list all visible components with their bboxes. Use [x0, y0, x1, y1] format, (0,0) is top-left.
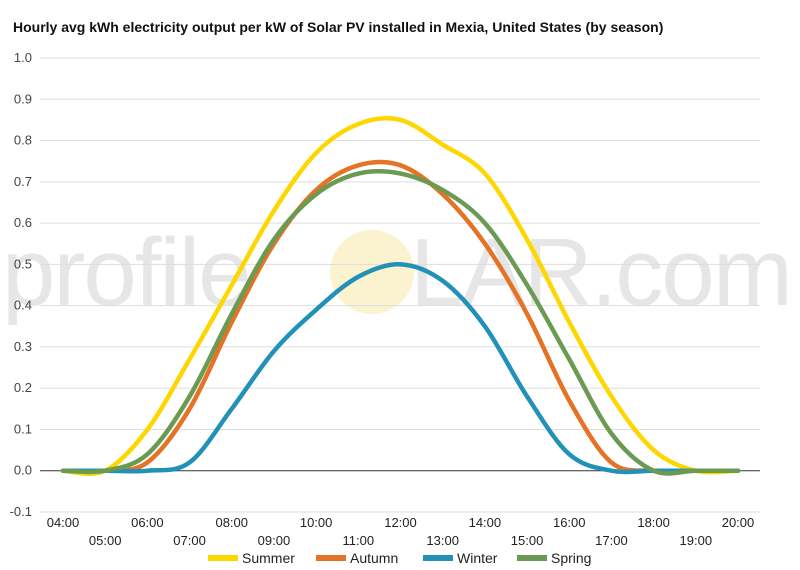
- y-tick-label: 0.8: [14, 133, 32, 148]
- legend-swatch-spring: [517, 555, 547, 561]
- x-tick-label: 15:00: [511, 533, 544, 548]
- x-tick-label: 09:00: [258, 533, 291, 548]
- x-tick-label: 06:00: [131, 515, 164, 530]
- legend-swatch-summer: [208, 555, 238, 561]
- x-tick-label: 12:00: [384, 515, 417, 530]
- x-tick-label: 10:00: [300, 515, 333, 530]
- legend-swatch-autumn: [316, 555, 346, 561]
- y-tick-label: 0.7: [14, 174, 32, 189]
- y-tick-label: 0.4: [14, 298, 32, 313]
- x-tick-label: 18:00: [637, 515, 670, 530]
- legend-swatch-winter: [423, 555, 453, 561]
- x-axis-tick-labels: 04:00 05:00 06:00 07:00 08:00 09:00 10:00 11:00…: [47, 515, 755, 548]
- x-tick-label: 07:00: [173, 533, 206, 548]
- x-tick-label: 16:00: [553, 515, 586, 530]
- series-line-autumn: [60, 159, 741, 474]
- x-tick-label: 04:00: [47, 515, 80, 530]
- watermark: profile LAR.com: [2, 219, 793, 326]
- y-tick-label: -0.1: [10, 504, 32, 519]
- series-line-winter: [60, 262, 741, 475]
- y-tick-label: 0.2: [14, 380, 32, 395]
- legend-label-spring: Spring: [551, 550, 591, 566]
- x-tick-label: 13:00: [426, 533, 459, 548]
- y-tick-label: 1.0: [14, 50, 32, 65]
- x-tick-label: 20:00: [722, 515, 755, 530]
- x-tick-label: 19:00: [680, 533, 713, 548]
- legend-label-autumn: Autumn: [350, 550, 398, 566]
- y-tick-label: 0.9: [14, 91, 32, 106]
- chart-title: Hourly avg kWh electricity output per kW…: [13, 19, 664, 35]
- watermark-text-left: profile: [2, 219, 249, 326]
- x-tick-label: 14:00: [469, 515, 502, 530]
- x-tick-label: 11:00: [343, 533, 375, 548]
- legend: Summer Autumn Winter Spring: [208, 550, 591, 566]
- legend-label-winter: Winter: [457, 550, 498, 566]
- x-tick-label: 17:00: [595, 533, 628, 548]
- y-tick-label: 0.6: [14, 215, 32, 230]
- y-tick-label: 0.1: [14, 421, 32, 436]
- y-tick-label: 0.5: [14, 256, 32, 271]
- y-tick-label: 0.0: [14, 463, 32, 478]
- x-tick-label: 05:00: [89, 533, 122, 548]
- series-lines: [60, 116, 741, 476]
- series-line-spring: [60, 168, 741, 476]
- watermark-text-right: LAR.com: [410, 219, 791, 326]
- legend-label-summer: Summer: [242, 550, 295, 566]
- y-tick-label: 0.3: [14, 339, 32, 354]
- y-axis-tick-labels: -0.1 0.0 0.1 0.2 0.3 0.4 0.5 0.6 0.7 0.8 0.9 1.0: [10, 50, 32, 519]
- x-tick-label: 08:00: [215, 515, 248, 530]
- series-line-summer: [60, 116, 741, 476]
